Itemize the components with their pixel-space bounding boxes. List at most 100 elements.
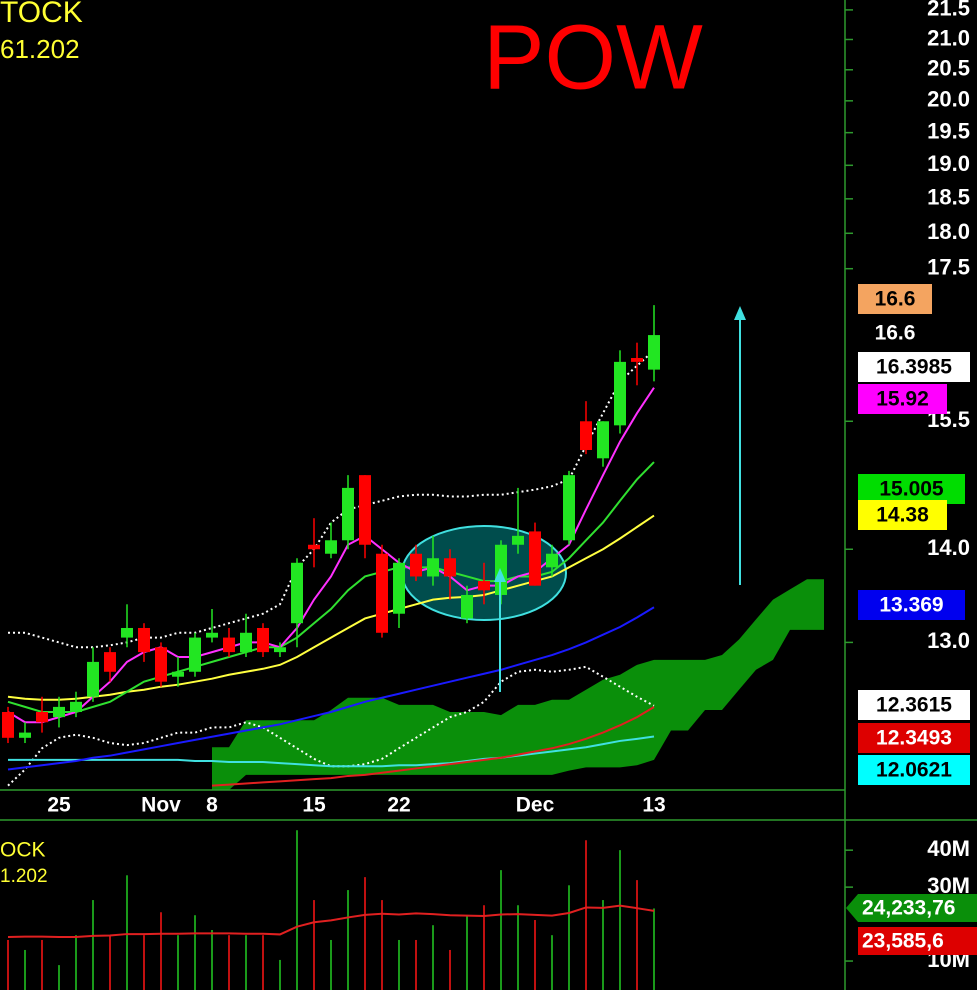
candle-body [478,581,490,591]
volume-layer [7,830,655,990]
price-label: 16.6 [875,322,916,345]
candle-body [274,647,286,653]
candle-body [36,711,48,723]
volume-ma-line [7,904,655,939]
price-label-box [858,500,947,530]
candle-body [291,562,303,624]
candle-body [427,558,439,577]
x-tick-label: 13 [642,794,665,817]
candle-body [359,475,371,545]
candle-body [325,540,337,554]
candle-body [70,701,82,712]
price-label: 12.3493 [876,727,952,750]
line [8,349,655,649]
candle-body [223,637,235,653]
volume-label-box [846,894,977,922]
y-tick-label: 40M [927,836,970,861]
price-label-box [858,755,970,785]
candle-body [529,531,541,586]
x-tick-label: Dec [516,794,555,817]
arrows [494,306,746,692]
x-tick-label: 25 [47,794,71,817]
corner-text: 1.202 [0,866,48,887]
candle-body [308,544,320,550]
candle-body [2,711,14,738]
x-tick-label: 15 [302,794,326,817]
y-tick-label: 19.0 [927,151,970,176]
candle-body [546,553,558,568]
candle-body [461,594,473,619]
candle-body [53,706,65,718]
candle-body [376,553,388,633]
y-tick-label: 19.5 [927,118,970,143]
y-tick-label: 20.0 [927,87,970,112]
price-label: 15.005 [879,478,944,501]
candle-body [648,335,660,370]
arrow-head [494,568,506,582]
price-label-box [858,384,947,414]
corner-text: TOCK [0,0,83,29]
y-tick-label: 21.0 [927,25,970,50]
volume-label: 24,233,76 [862,897,955,920]
volume-label-box [858,927,977,955]
candle-body [240,632,252,653]
price-label-box [858,590,965,620]
candle-body [189,637,201,672]
cloud-layer [212,579,824,790]
volume-label: 23,585,6 [862,930,944,953]
candle-body [206,632,218,638]
price-label: 12.0621 [876,759,952,782]
candle-body [172,671,184,677]
line [7,514,655,701]
line [8,735,655,768]
price-label-box [858,318,932,348]
price-label: 14.38 [876,504,929,527]
candle-body [597,421,609,459]
candle-body [257,627,269,653]
candle-body [393,562,405,614]
price-label-box [858,352,970,382]
candle-body [121,627,133,638]
price-label: 16.3985 [876,356,952,379]
line [7,461,655,713]
candle-body [563,475,575,541]
x-tick-label: 22 [387,794,410,817]
candle-body [104,652,116,672]
line [7,606,655,771]
price-label: 13.369 [879,594,943,617]
y-tick-label: 14.0 [927,535,970,560]
price-label-box [858,723,970,753]
candle-body [614,361,626,426]
x-tick-label: 8 [206,794,218,817]
candle-body [444,558,456,577]
y-tick-label: 13.0 [927,628,970,653]
candle-body [410,553,422,577]
axis-layer: 13.014.015.517.518.018.519.019.520.020.5… [47,0,977,972]
y-tick-label: 21.5 [927,0,970,21]
price-label: 16.6 [875,288,916,311]
candle-body [138,627,150,653]
line [211,706,655,787]
corner-text: 61.202 [0,34,80,64]
price-label: 15.92 [876,388,929,411]
y-tick-label: 17.5 [927,255,970,280]
chart-title: POW [483,6,703,108]
candle-body [631,358,643,362]
y-tick-label: 18.5 [927,185,970,210]
cloud-area [212,579,824,790]
candle-body [19,732,31,738]
price-label-box [858,474,965,504]
candles-layer [2,305,660,744]
corner-text: OCK [0,839,46,862]
price-label-box [858,284,932,314]
candle-body [87,661,99,697]
arrow-head [734,306,746,320]
candle-body [580,421,592,450]
candle-body [512,535,524,545]
candle-body [495,544,507,595]
x-tick-label: Nov [141,794,181,817]
y-tick-label: 30M [927,873,970,898]
y-tick-label: 18.0 [927,219,970,244]
